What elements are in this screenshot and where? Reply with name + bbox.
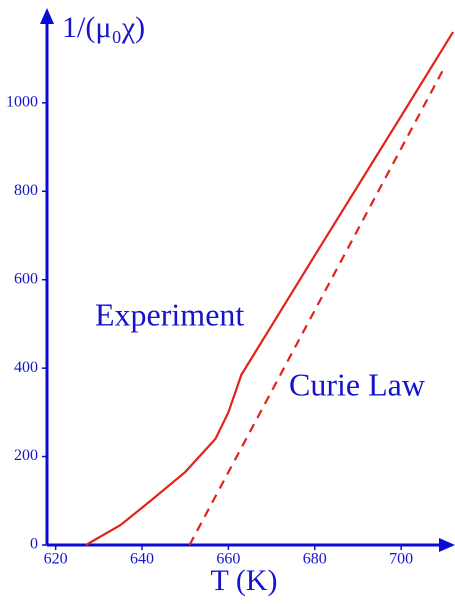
y-axis-label: 1/(μ₀χ)	[62, 11, 145, 44]
y-axis-arrow	[40, 8, 54, 24]
x-tick-label: 680	[303, 551, 327, 568]
data-line	[188, 66, 446, 546]
x-tick-label: 700	[389, 551, 413, 568]
curie-law-label: Curie Law	[289, 366, 425, 402]
x-tick-label: 620	[44, 551, 68, 568]
y-tick-label: 800	[14, 182, 38, 199]
y-tick-label: 400	[14, 359, 38, 376]
y-tick-label: 1000	[6, 94, 38, 111]
experiment-label: Experiment	[95, 296, 244, 332]
y-tick-label: 600	[14, 270, 38, 287]
x-axis-label: T (K)	[211, 564, 278, 597]
data-line	[85, 31, 454, 546]
x-tick-label: 660	[216, 551, 240, 568]
y-tick-label: 200	[14, 447, 38, 464]
y-tick-label: 0	[30, 536, 38, 553]
x-axis-arrow	[439, 538, 455, 552]
x-tick-label: 640	[130, 551, 154, 568]
